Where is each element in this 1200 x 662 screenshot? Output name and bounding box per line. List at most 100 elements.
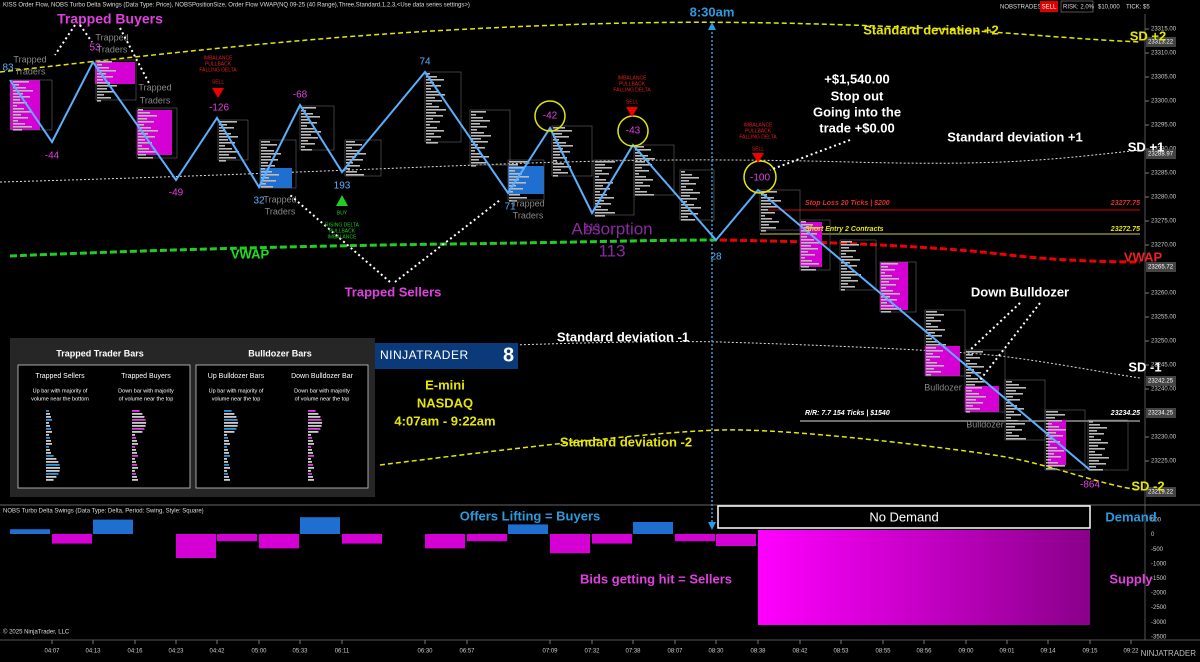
example-row	[308, 458, 311, 460]
profile-row	[426, 118, 433, 120]
time-label: 8:30am	[690, 4, 735, 19]
profile-row	[219, 133, 231, 135]
trade-note: Going into the	[813, 104, 901, 119]
profile-row	[966, 363, 977, 365]
legend-item: Trapped Sellers	[35, 373, 85, 380]
profile-row	[261, 156, 271, 158]
profile-row	[1006, 417, 1011, 419]
price-tick-label: 23230.00	[1151, 435, 1177, 441]
profile-row	[966, 387, 982, 389]
profile-row	[635, 164, 652, 166]
profile-row	[801, 263, 819, 265]
signal-text: FALLING DELTA	[199, 67, 237, 73]
profile-row	[346, 150, 359, 152]
swing-label: 53	[89, 43, 101, 54]
example-row	[46, 479, 54, 481]
profile-row	[553, 142, 566, 144]
trapped-label: Traders	[97, 44, 128, 54]
target-price: 23234.25	[1110, 410, 1140, 417]
price-marker-box	[1146, 408, 1176, 418]
highlight-circle	[617, 115, 649, 147]
profile-row	[881, 302, 887, 304]
profile-row	[801, 236, 807, 238]
profile-row	[426, 82, 434, 84]
profile-row	[219, 121, 237, 123]
price-tick-label: 23315.00	[1151, 27, 1177, 33]
sell-label[interactable]: SELL	[1042, 5, 1057, 11]
time-tick-label: 04:13	[85, 649, 101, 655]
profile-row	[681, 192, 700, 194]
profile-row	[761, 191, 777, 193]
risk-box[interactable]	[1060, 0, 1094, 13]
example-row	[308, 464, 313, 466]
profile-row	[471, 153, 482, 155]
price-tick-label: 23240.00	[1151, 387, 1177, 393]
profile-row	[926, 365, 944, 367]
profile-row	[13, 129, 22, 131]
profile-row	[426, 79, 444, 81]
absorption-value: 113	[598, 241, 625, 260]
profile-row	[426, 130, 444, 132]
profile-row	[1006, 393, 1023, 395]
profile-row	[595, 170, 602, 172]
profile-row	[346, 156, 356, 158]
trapped-label: Trapped	[263, 194, 296, 204]
profile-row	[635, 194, 654, 196]
signal-text: IMBALANCE	[618, 75, 648, 81]
example-row	[224, 461, 228, 463]
profile-row	[966, 354, 973, 356]
profile-row	[966, 411, 970, 413]
price-tick-label: 23305.00	[1151, 75, 1177, 81]
profile-row	[13, 99, 20, 101]
example-row	[308, 479, 314, 481]
profile-row	[801, 266, 809, 268]
profile-row	[471, 156, 489, 158]
sell-button[interactable]	[1040, 1, 1058, 12]
profile-row	[553, 163, 564, 165]
profile-row	[426, 112, 436, 114]
signal-text: PULLBACK	[619, 81, 646, 87]
example-row	[132, 446, 135, 448]
signal-text: IMBALANCE	[204, 55, 234, 61]
price-tick-label: 23250.00	[1151, 339, 1177, 345]
time-tick-label: 04:16	[127, 649, 143, 655]
delta-tick-label: -2500	[1151, 605, 1167, 611]
instrument: E-mini	[425, 377, 465, 392]
delta-tick-label: -500	[1151, 547, 1164, 553]
profile-row	[471, 129, 477, 131]
profile-row	[261, 174, 279, 176]
delta-tick-label: -1500	[1151, 576, 1167, 582]
profile-row	[471, 120, 490, 122]
profile-row	[1089, 466, 1096, 468]
trapped-label: Trapped	[13, 54, 46, 64]
delta-bar	[592, 534, 632, 544]
example-row	[224, 452, 229, 454]
signal-text: PULLBACK	[329, 228, 356, 234]
risk[interactable]: RISK: 2.0%	[1063, 5, 1095, 11]
time-tick-label: 07:09	[542, 649, 558, 655]
swing-labels: 83 -44 53 -49 -126 32 -68 193 74 71 -42 113 -43 28 -10…	[2, 43, 1100, 491]
profile-row	[219, 157, 236, 159]
profile-row	[509, 191, 513, 193]
time-tick-label: 08:07	[667, 649, 683, 655]
example-row	[132, 470, 135, 472]
profile-row	[761, 227, 776, 229]
profile-row	[97, 67, 109, 69]
profile-row	[681, 180, 689, 182]
profile-box	[759, 189, 801, 231]
profile-row	[97, 61, 112, 63]
profile-row	[1046, 432, 1056, 434]
profile-row	[595, 194, 607, 196]
profile-row	[261, 147, 267, 149]
profile-row	[1089, 424, 1100, 426]
example-row	[308, 413, 319, 415]
example-row	[46, 428, 51, 430]
delta-tick-label: -3000	[1151, 620, 1167, 626]
signal-text: IMBALANCE	[744, 122, 774, 128]
profile-row	[841, 244, 859, 246]
profile-row	[595, 212, 615, 214]
sd-label: Standard deviation +2	[863, 22, 998, 37]
profile-row	[881, 293, 900, 295]
profile-row	[471, 123, 480, 125]
vwap-green	[9, 238, 721, 258]
